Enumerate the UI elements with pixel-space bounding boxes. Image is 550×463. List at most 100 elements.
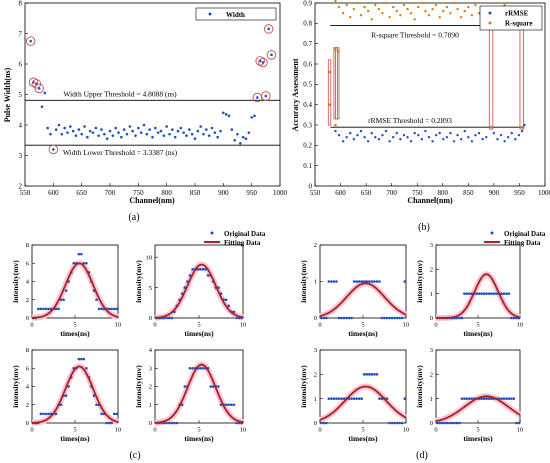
d-sub4-y-tick-label: 0 bbox=[430, 420, 433, 427]
d-sub3-original-point bbox=[335, 397, 338, 400]
d-sub3-fit-band bbox=[318, 383, 408, 423]
d-sub1-original-point bbox=[335, 280, 338, 283]
b-flagged-point bbox=[334, 48, 337, 52]
a-y-tick-label: 4 bbox=[19, 121, 23, 129]
d-sub4-original-point bbox=[438, 421, 442, 425]
d-sub1-original-point bbox=[355, 280, 358, 283]
b-rsquare-point bbox=[503, 3, 506, 7]
d-sub2-x-tick-label: 10 bbox=[517, 322, 524, 329]
d-sub4-original-point bbox=[500, 397, 503, 400]
d-sub2-y-tick-label: 0 bbox=[430, 315, 433, 322]
c-sub1-x-tick-label: 10 bbox=[115, 322, 122, 329]
c-sub3-x-tick-label: 10 bbox=[115, 427, 122, 434]
b-rrmse-point bbox=[406, 136, 409, 139]
d-sub1-original-point bbox=[342, 316, 346, 320]
d-sub4-original-point bbox=[517, 421, 521, 425]
d-sub2-y-tick-label: 1 bbox=[430, 291, 433, 298]
c-sub3-original-point bbox=[64, 394, 68, 397]
c-sub3-original-point bbox=[92, 394, 96, 397]
a-width-point bbox=[196, 129, 200, 133]
b-rsquare-point bbox=[363, 5, 366, 9]
d-legend-marker-original bbox=[490, 231, 494, 235]
b-rrmse-point bbox=[467, 136, 470, 139]
b-y-tick-label: 0.2 bbox=[303, 142, 312, 150]
c-sub1-x-tick-label: 0 bbox=[30, 322, 33, 329]
c-sub3-fit-curve bbox=[32, 365, 119, 424]
d-sub4-x-axis-label: times(ns) bbox=[463, 434, 493, 443]
d-sub2-original-point bbox=[480, 292, 484, 295]
d-sub3-y-tick-label: 3 bbox=[314, 347, 317, 354]
c-sub4-original-point bbox=[227, 403, 231, 407]
c-sub2-y-tick-label: 10 bbox=[146, 254, 153, 261]
c-sub2-original-point bbox=[183, 286, 187, 289]
b-rrmse-point bbox=[356, 133, 359, 137]
a-x-tick-label: 900 bbox=[218, 189, 229, 197]
d-sub1-y-tick-label: 2 bbox=[314, 242, 317, 249]
d-sub4-original-point bbox=[445, 421, 449, 425]
a-outlier-circle bbox=[28, 77, 39, 88]
b-y-tick-label: 0.1 bbox=[303, 162, 312, 170]
c-sub2-original-point bbox=[191, 268, 194, 271]
c-sub3-original-point bbox=[42, 412, 45, 416]
d-sub2-original-point bbox=[510, 316, 513, 320]
d-sub1-original-point bbox=[380, 316, 384, 320]
a-outlier-circle bbox=[261, 91, 271, 101]
d-sub1-original-point bbox=[400, 316, 404, 320]
c-sub2-y-axis-label: intensity(mv) bbox=[134, 260, 143, 303]
d-sub3-original-point bbox=[375, 373, 379, 376]
a-width-point bbox=[125, 132, 129, 136]
b-rrmse-threshold-label: rRMSE Threshold = 0.2893 bbox=[368, 116, 452, 125]
b-rsquare-point bbox=[434, 3, 438, 7]
d-sub4-original-point bbox=[507, 397, 511, 400]
d-sub3-original-point bbox=[327, 397, 331, 400]
a-x-tick-label: 650 bbox=[76, 189, 87, 197]
a-width-point bbox=[267, 27, 270, 31]
b-y-tick-label: 0.9 bbox=[303, 0, 312, 7]
d-legend-label-fit: Fitting Data bbox=[504, 239, 541, 247]
b-rrmse-point bbox=[399, 138, 402, 141]
c-sub2-y-tick-label: 5 bbox=[149, 285, 152, 292]
a-width-point bbox=[159, 129, 163, 133]
b-rrmse-point bbox=[341, 140, 345, 143]
d-sub3-original-point bbox=[330, 397, 333, 400]
b-rrmse-point bbox=[345, 136, 348, 139]
b-rrmse-point bbox=[413, 131, 416, 135]
c-sub2-x-tick-label: 10 bbox=[240, 322, 247, 329]
c-sub2-original-point bbox=[206, 274, 210, 277]
d-sub4-x-tick-label: 10 bbox=[517, 427, 524, 434]
c-sub1-y-tick-label: 2 bbox=[26, 297, 29, 304]
a-width-point bbox=[162, 134, 166, 137]
d-sub3-original-point bbox=[340, 397, 343, 400]
c-sub1-original-point bbox=[82, 261, 86, 265]
a-width-point bbox=[91, 131, 95, 134]
a-width-point bbox=[122, 128, 126, 131]
a-width-point bbox=[199, 125, 202, 128]
a-width-point bbox=[88, 129, 92, 133]
a-width-point bbox=[173, 135, 177, 139]
b-rrmse-point bbox=[424, 129, 427, 133]
d-legend-label-original: Original Data bbox=[504, 230, 546, 238]
c-sub4-y-tick-label: 0 bbox=[149, 420, 152, 427]
d-sub1-original-point bbox=[345, 316, 348, 320]
b-rrmse-point bbox=[517, 133, 521, 137]
d-sub2-original-point bbox=[500, 292, 503, 295]
c-sub1-original-point bbox=[54, 307, 58, 311]
a-width-point bbox=[156, 131, 160, 134]
b-rrmse-point bbox=[381, 133, 384, 137]
b-rrmse-point bbox=[438, 131, 441, 135]
d-sub3-x-tick-label: 10 bbox=[403, 427, 410, 434]
b-rrmse-point bbox=[434, 133, 438, 137]
b-rrmse-point bbox=[499, 133, 503, 137]
b-legend-marker-rsquare bbox=[488, 21, 492, 25]
d-sub4-original-point bbox=[448, 421, 451, 425]
c-sub3-original-point bbox=[105, 421, 108, 425]
a-width-point bbox=[128, 125, 132, 128]
a-width-point bbox=[256, 96, 259, 99]
d-sub3-x-tick-label: 5 bbox=[361, 427, 364, 434]
b-rsquare-point bbox=[445, 5, 449, 9]
a-width-point bbox=[236, 132, 239, 136]
b-x-tick-label: 850 bbox=[463, 189, 474, 197]
d-sub2-original-point bbox=[490, 292, 493, 295]
b-rrmse-point bbox=[374, 136, 377, 139]
d-sub2-original-point bbox=[458, 316, 461, 320]
